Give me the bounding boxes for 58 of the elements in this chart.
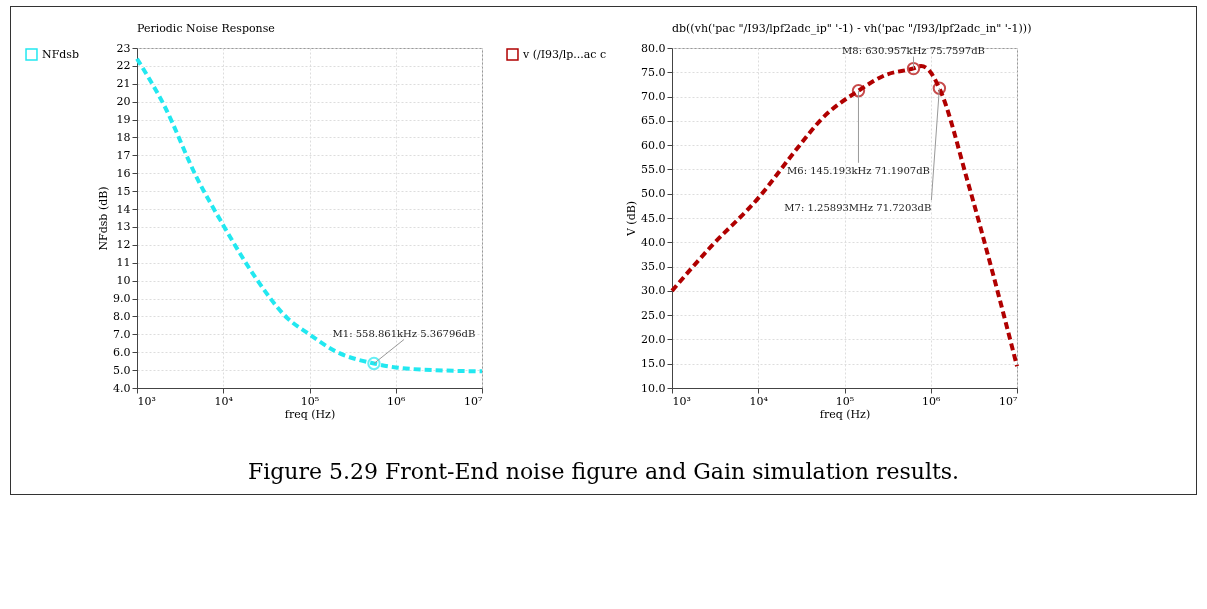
- y-tick-label: 15: [116, 184, 131, 198]
- y-tick-label: 45.0: [641, 211, 666, 225]
- y-tick-label: 10.0: [641, 381, 666, 395]
- y-tick-label: 22: [116, 59, 131, 73]
- y-tick-label: 15.0: [641, 357, 666, 371]
- chart-title: Periodic Noise Response: [137, 22, 275, 35]
- y-axis-title: V (dB): [625, 200, 639, 238]
- y-tick-label: 20: [116, 95, 131, 109]
- y-tick-label: 50.0: [641, 187, 666, 201]
- chart-title: db((vh('pac "/I93/lpf2adc_ip" '-1) - vh('pac "/I93/lpf2adc_in" '-1))): [672, 22, 1032, 35]
- y-tick-label: 20.0: [641, 332, 666, 346]
- x-tick-label: 10⁵: [835, 394, 855, 408]
- annotation: M6: 145.193kHz 71.1907dB: [787, 164, 930, 176]
- y-tick-label: 9.0: [113, 292, 131, 306]
- x-tick-label: 10⁷: [999, 394, 1019, 408]
- y-tick-label: 75.0: [641, 65, 666, 79]
- annotation: M1: 558.861kHz 5.36796dB: [332, 327, 476, 339]
- y-tick-label: 21: [116, 77, 131, 91]
- y-tick-label: 70.0: [641, 90, 666, 104]
- x-tick-label: 10³: [672, 394, 691, 408]
- y-tick-label: 8.0: [113, 309, 131, 323]
- legend-label: NFdsb: [42, 47, 79, 61]
- x-axis-title: freq (Hz): [819, 407, 871, 421]
- y-tick-label: 13: [116, 220, 131, 234]
- y-tick-label: 16: [116, 166, 131, 180]
- y-tick-label: 80.0: [641, 41, 666, 55]
- x-tick-label: 10⁴: [749, 394, 769, 408]
- annotation: M8: 630.957kHz 75.7597dB: [842, 44, 985, 56]
- legend-label: v (/I93/lp...ac c: [522, 47, 607, 61]
- y-tick-label: 35.0: [641, 260, 666, 274]
- x-tick-label: 10⁶: [387, 394, 407, 408]
- y-tick-label: 19: [116, 113, 131, 127]
- y-tick-label: 11: [116, 256, 131, 270]
- y-tick-label: 60.0: [641, 138, 666, 152]
- y-tick-label: 5.0: [113, 363, 131, 377]
- caption: Figure 5.29 Front-End noise figure and Gain simulation results.: [246, 459, 961, 484]
- y-tick-label: 40.0: [641, 235, 666, 249]
- y-tick-label: 55.0: [641, 162, 666, 176]
- y-tick-label: 10: [116, 274, 131, 288]
- y-axis-title: NFdsb (dB): [97, 186, 111, 251]
- y-tick-label: 7.0: [113, 327, 131, 341]
- x-tick-label: 10³: [137, 394, 156, 408]
- y-tick-label: 23: [116, 41, 131, 55]
- y-tick-label: 17: [116, 148, 131, 162]
- annotation: M7: 1.25893MHz 71.7203dB: [784, 202, 932, 214]
- y-tick-label: 12: [116, 238, 131, 252]
- x-axis-title: freq (Hz): [284, 407, 336, 421]
- x-tick-label: 10⁶: [922, 394, 942, 408]
- y-tick-label: 30.0: [641, 284, 666, 298]
- y-tick-label: 6.0: [113, 345, 131, 359]
- y-tick-label: 14: [116, 202, 131, 216]
- y-tick-label: 65.0: [641, 114, 666, 128]
- y-tick-label: 18: [116, 130, 131, 144]
- x-tick-label: 10⁷: [464, 394, 484, 408]
- y-tick-label: 25.0: [641, 308, 666, 322]
- y-tick-label: 4.0: [113, 381, 131, 395]
- x-tick-label: 10⁵: [300, 394, 320, 408]
- x-tick-label: 10⁴: [214, 394, 234, 408]
